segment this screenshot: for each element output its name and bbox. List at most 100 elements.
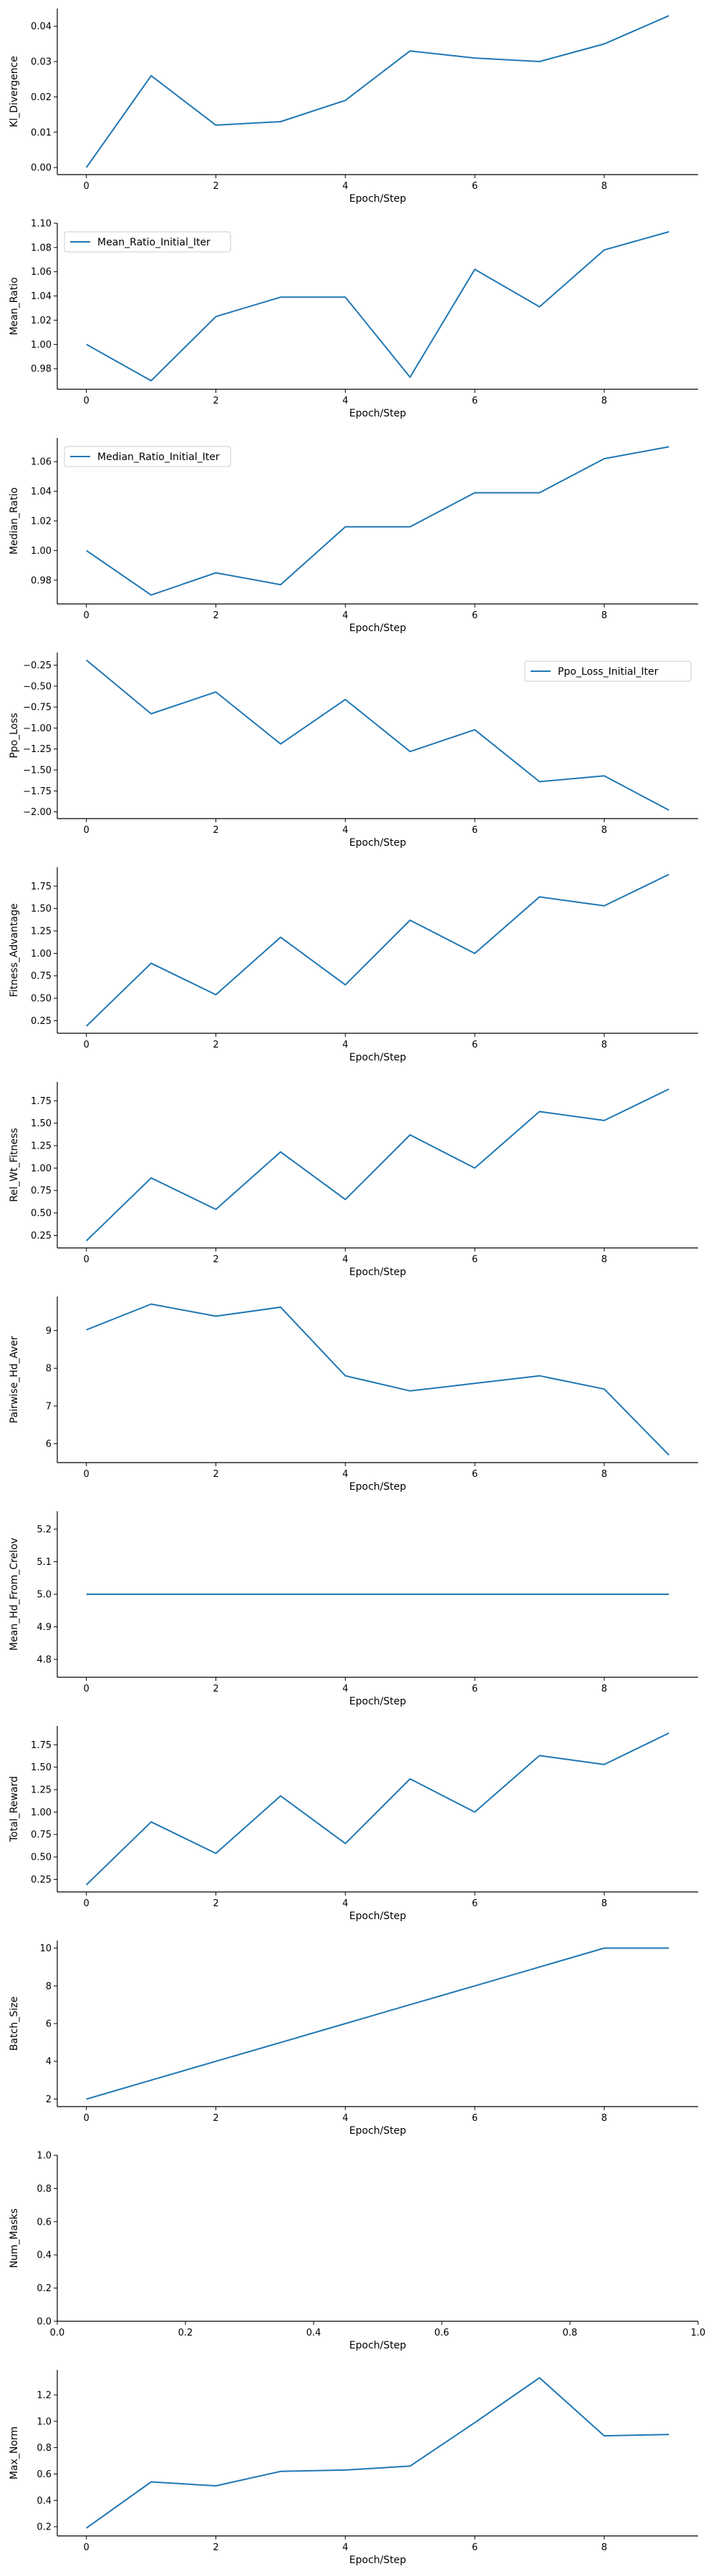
y-tick-label: 1.00 [31,1163,52,1174]
x-axis-label: Epoch/Step [349,408,407,419]
y-tick-label: 0.75 [31,1830,52,1840]
x-tick-label: 8 [601,2542,607,2553]
series-line [85,14,669,168]
x-tick-label: 6 [472,396,478,406]
series-line [86,1947,669,2100]
y-tick-label: 1.75 [31,882,52,892]
legend: Mean_Ratio_Initial_Iter [64,231,231,253]
x-tick-label: 6 [472,1040,478,1050]
legend: Median_Ratio_Initial_Iter [64,446,231,467]
x-tick-label: 8 [601,1254,607,1265]
legend-entry: Median_Ratio_Initial_Iter [97,452,220,463]
chart-panel-11: 0.0 0.2 0.4 0.6 0.8 1.0 0.0 0.2 0.4 0.6 0.8 1.0 Epoc… [9,2151,705,2352]
x-tick-label: 2 [213,1898,218,1909]
x-axis-label: Epoch/Step [349,193,407,205]
y-tick-label: 0.2 [37,2522,52,2533]
x-tick-label: 6 [472,1684,478,1694]
y-tick-label: 1.50 [31,1118,52,1129]
y-tick-label: 10 [39,1943,52,1954]
x-axis-label: Epoch/Step [349,623,407,634]
y-axis-label: Fitness_Advantage [9,903,20,997]
x-tick-label: 0 [84,825,90,836]
x-tick-label: 0 [84,610,90,621]
x-tick-label: 0 [84,1898,90,1909]
y-axis-label: Rel_Wt_Fitness [9,1128,20,1201]
x-tick-label: 6 [472,1898,478,1909]
y-axis-label: Batch_Size [9,1996,20,2051]
y-tick-label: 0.75 [31,971,52,982]
x-tick-label: 0 [84,2542,90,2553]
y-tick-label: 1.00 [31,546,52,557]
x-tick-label: 6 [472,181,478,192]
y-tick-label: 9 [46,1326,52,1337]
y-tick-label: 5.1 [37,1557,52,1568]
x-tick-label: 8 [601,1684,607,1694]
y-tick-label: 0.02 [31,92,52,103]
chart-panel-8: 0 2 4 6 8 4.8 4.9 5.0 5.1 5.2 Epoch/Step Mean_Hd_Fr… [9,1511,698,1707]
x-tick-label: 8 [601,396,607,406]
chart-panel-1: 0 2 4 6 8 0.00 0.01 0.02 0.03 0.04 Epoch/Step Kl_Di… [9,9,698,205]
x-tick-label: 6 [472,2542,478,2553]
x-axis-label: Epoch/Step [349,1052,407,1063]
y-tick-label: 0.04 [31,21,52,32]
y-axis-label: Kl_Divergence [9,56,20,127]
y-tick-label: 1.25 [31,1785,52,1796]
x-tick-label: 0 [84,1040,90,1050]
y-axis-label: Num_Masks [9,2208,20,2268]
x-tick-label: 6 [472,2113,478,2124]
y-tick-label: 1.00 [31,949,52,960]
y-tick-label: 1.50 [31,1762,52,1773]
y-axis-label: Pairwise_Hd_Aver [9,1336,20,1423]
x-tick-label: 8 [601,610,607,621]
chart-panel-3: 0 2 4 6 8 0.98 1.00 1.02 1.04 1.06 Epoch/Step Media… [9,438,698,634]
y-tick-label: 1.06 [31,457,52,468]
x-tick-label: 8 [601,1898,607,1909]
y-tick-label: 8 [46,1981,52,1992]
x-tick-label: 4 [342,181,348,192]
y-tick-label: 0.50 [31,1853,52,1863]
x-axis-label: Epoch/Step [349,837,407,849]
y-tick-label: 4 [46,2057,52,2067]
y-tick-label: 4.8 [37,1654,52,1665]
series-line [86,1088,669,1241]
chart-panel-9: 0 2 4 6 8 0.25 0.50 0.75 1.00 1.25 1.50 1.75 Epoch/S… [9,1726,698,1922]
x-tick-label: 4 [342,825,348,836]
y-tick-label: −0.25 [23,660,52,671]
y-tick-label: 0.98 [31,364,52,375]
series-line [86,446,669,596]
y-tick-label: 1.00 [31,340,52,351]
x-tick-label: 2 [213,825,218,836]
x-tick-label: 8 [601,1040,607,1050]
x-tick-label: 4 [342,1898,348,1909]
x-tick-label: 2 [213,2542,218,2553]
x-tick-label: 2 [213,1254,218,1265]
x-axis-label: Epoch/Step [349,2125,407,2137]
y-tick-label: 1.0 [37,2416,52,2427]
x-tick-label: 0.6 [435,2328,450,2338]
x-tick-label: 6 [472,825,478,836]
series-line [86,659,669,811]
chart-panel-5: 0 2 4 6 8 0.25 0.50 0.75 1.00 1.25 1.50 1.75 Epoch/S… [9,867,698,1063]
series-line [86,1303,670,1456]
y-tick-label: 0.25 [31,1875,52,1885]
x-tick-label: 2 [213,2113,218,2124]
y-tick-label: 0.50 [31,994,52,1005]
y-tick-label: 1.50 [31,904,52,914]
x-tick-label: 0 [84,2113,90,2124]
y-tick-label: 1.25 [31,1141,52,1152]
legend-entry: Ppo_Loss_Initial_Iter [558,666,659,678]
y-tick-label: 0.25 [31,1231,52,1241]
y-tick-label: 6 [46,2019,52,2030]
x-tick-label: 1.0 [691,2328,706,2338]
x-tick-label: 2 [213,1469,218,1480]
y-tick-label: 6 [46,1439,52,1450]
x-axis-label: Epoch/Step [349,2340,407,2351]
chart-panel-12: 0 2 4 6 8 0.2 0.4 0.6 0.8 1.0 1.2 Epoch/Step Max_Nor… [9,2370,698,2566]
y-tick-label: −0.50 [23,681,52,692]
y-axis-label: Max_Norm [9,2426,20,2479]
y-tick-label: 8 [46,1364,52,1375]
y-tick-label: 0.6 [37,2469,52,2480]
x-tick-label: 8 [601,181,607,192]
x-tick-label: 2 [213,1684,218,1694]
